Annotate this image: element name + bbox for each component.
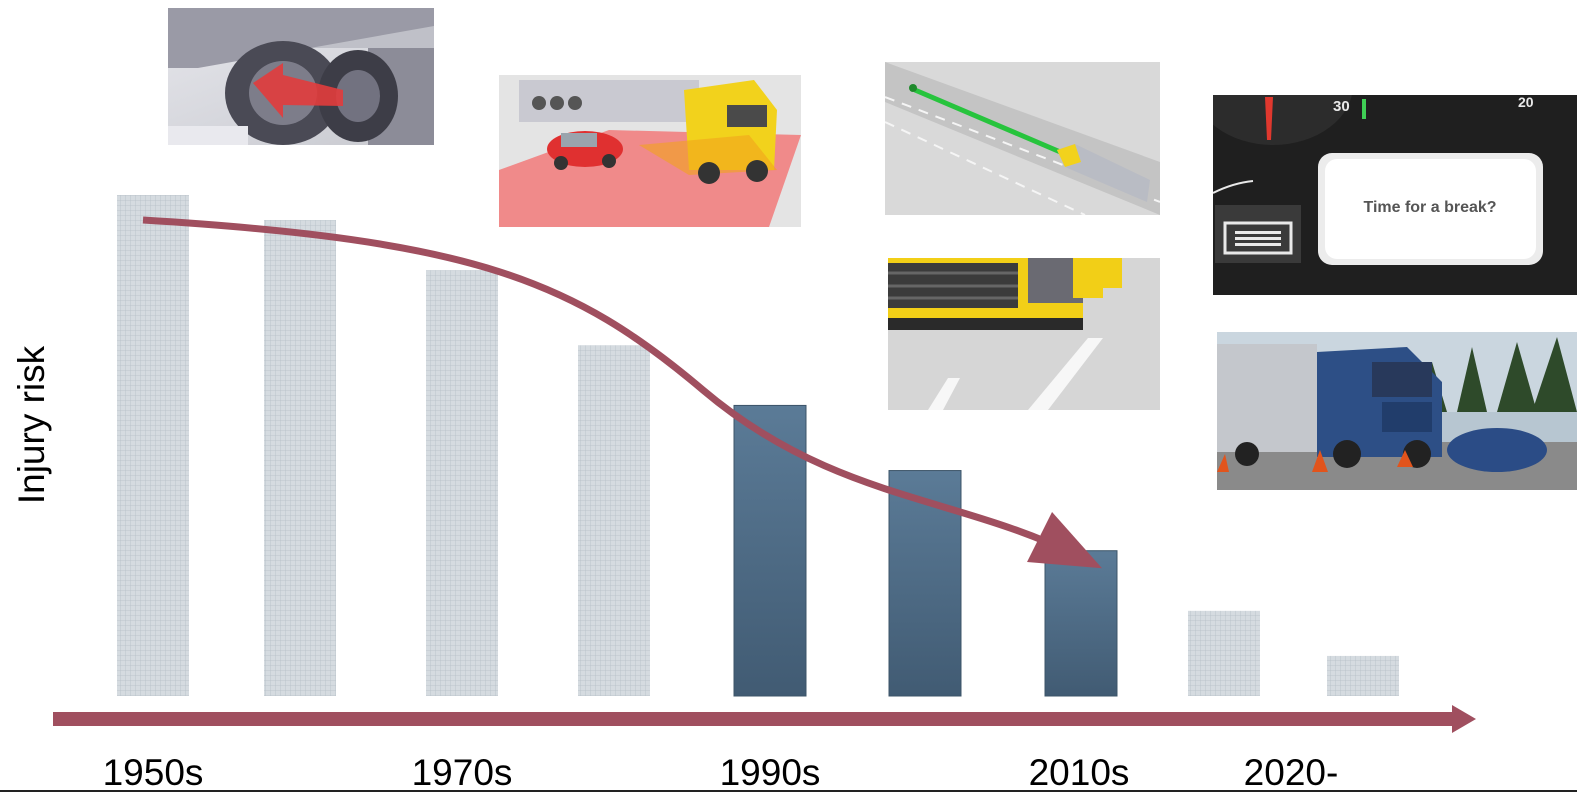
dashboard-alert-photo: 30 20 Time for a break? <box>1213 95 1577 295</box>
bar-2010s <box>1044 550 1118 697</box>
bar-2030s <box>1327 655 1399 696</box>
x-tick-1970s: 1970s <box>411 752 513 793</box>
blind-spot-photo <box>499 75 801 227</box>
emergency-braking-test-photo <box>1217 332 1577 490</box>
svg-text:20: 20 <box>1518 95 1534 110</box>
dashboard-alert-caption: Time for a break? <box>1363 199 1496 216</box>
svg-text:30: 30 <box>1333 98 1350 115</box>
trend-arrow <box>142 216 1103 569</box>
bars-layer <box>117 195 1399 697</box>
time-axis-arrowhead <box>1452 705 1476 733</box>
bar-1960s <box>264 220 336 697</box>
bar-2020s <box>1188 610 1260 696</box>
truck-front-closeup-photo <box>888 258 1160 410</box>
bar-1950s <box>117 195 189 696</box>
trend-layer <box>142 216 1103 569</box>
y-axis-label: Injury risk <box>11 345 52 505</box>
x-tick-1990s: 1990s <box>719 752 821 793</box>
bar-1980s <box>578 345 650 696</box>
bottom-rule <box>0 790 1577 792</box>
axis-layer <box>53 705 1476 733</box>
x-tick-2010s: 2010s <box>1028 752 1130 793</box>
x-tick-2020-: 2020- <box>1243 752 1339 793</box>
bar-1970s <box>426 270 498 696</box>
wheel-brake-photo <box>168 8 434 145</box>
x-tick-1950s: 1950s <box>102 752 204 793</box>
lane-keeping-photo <box>885 62 1160 215</box>
